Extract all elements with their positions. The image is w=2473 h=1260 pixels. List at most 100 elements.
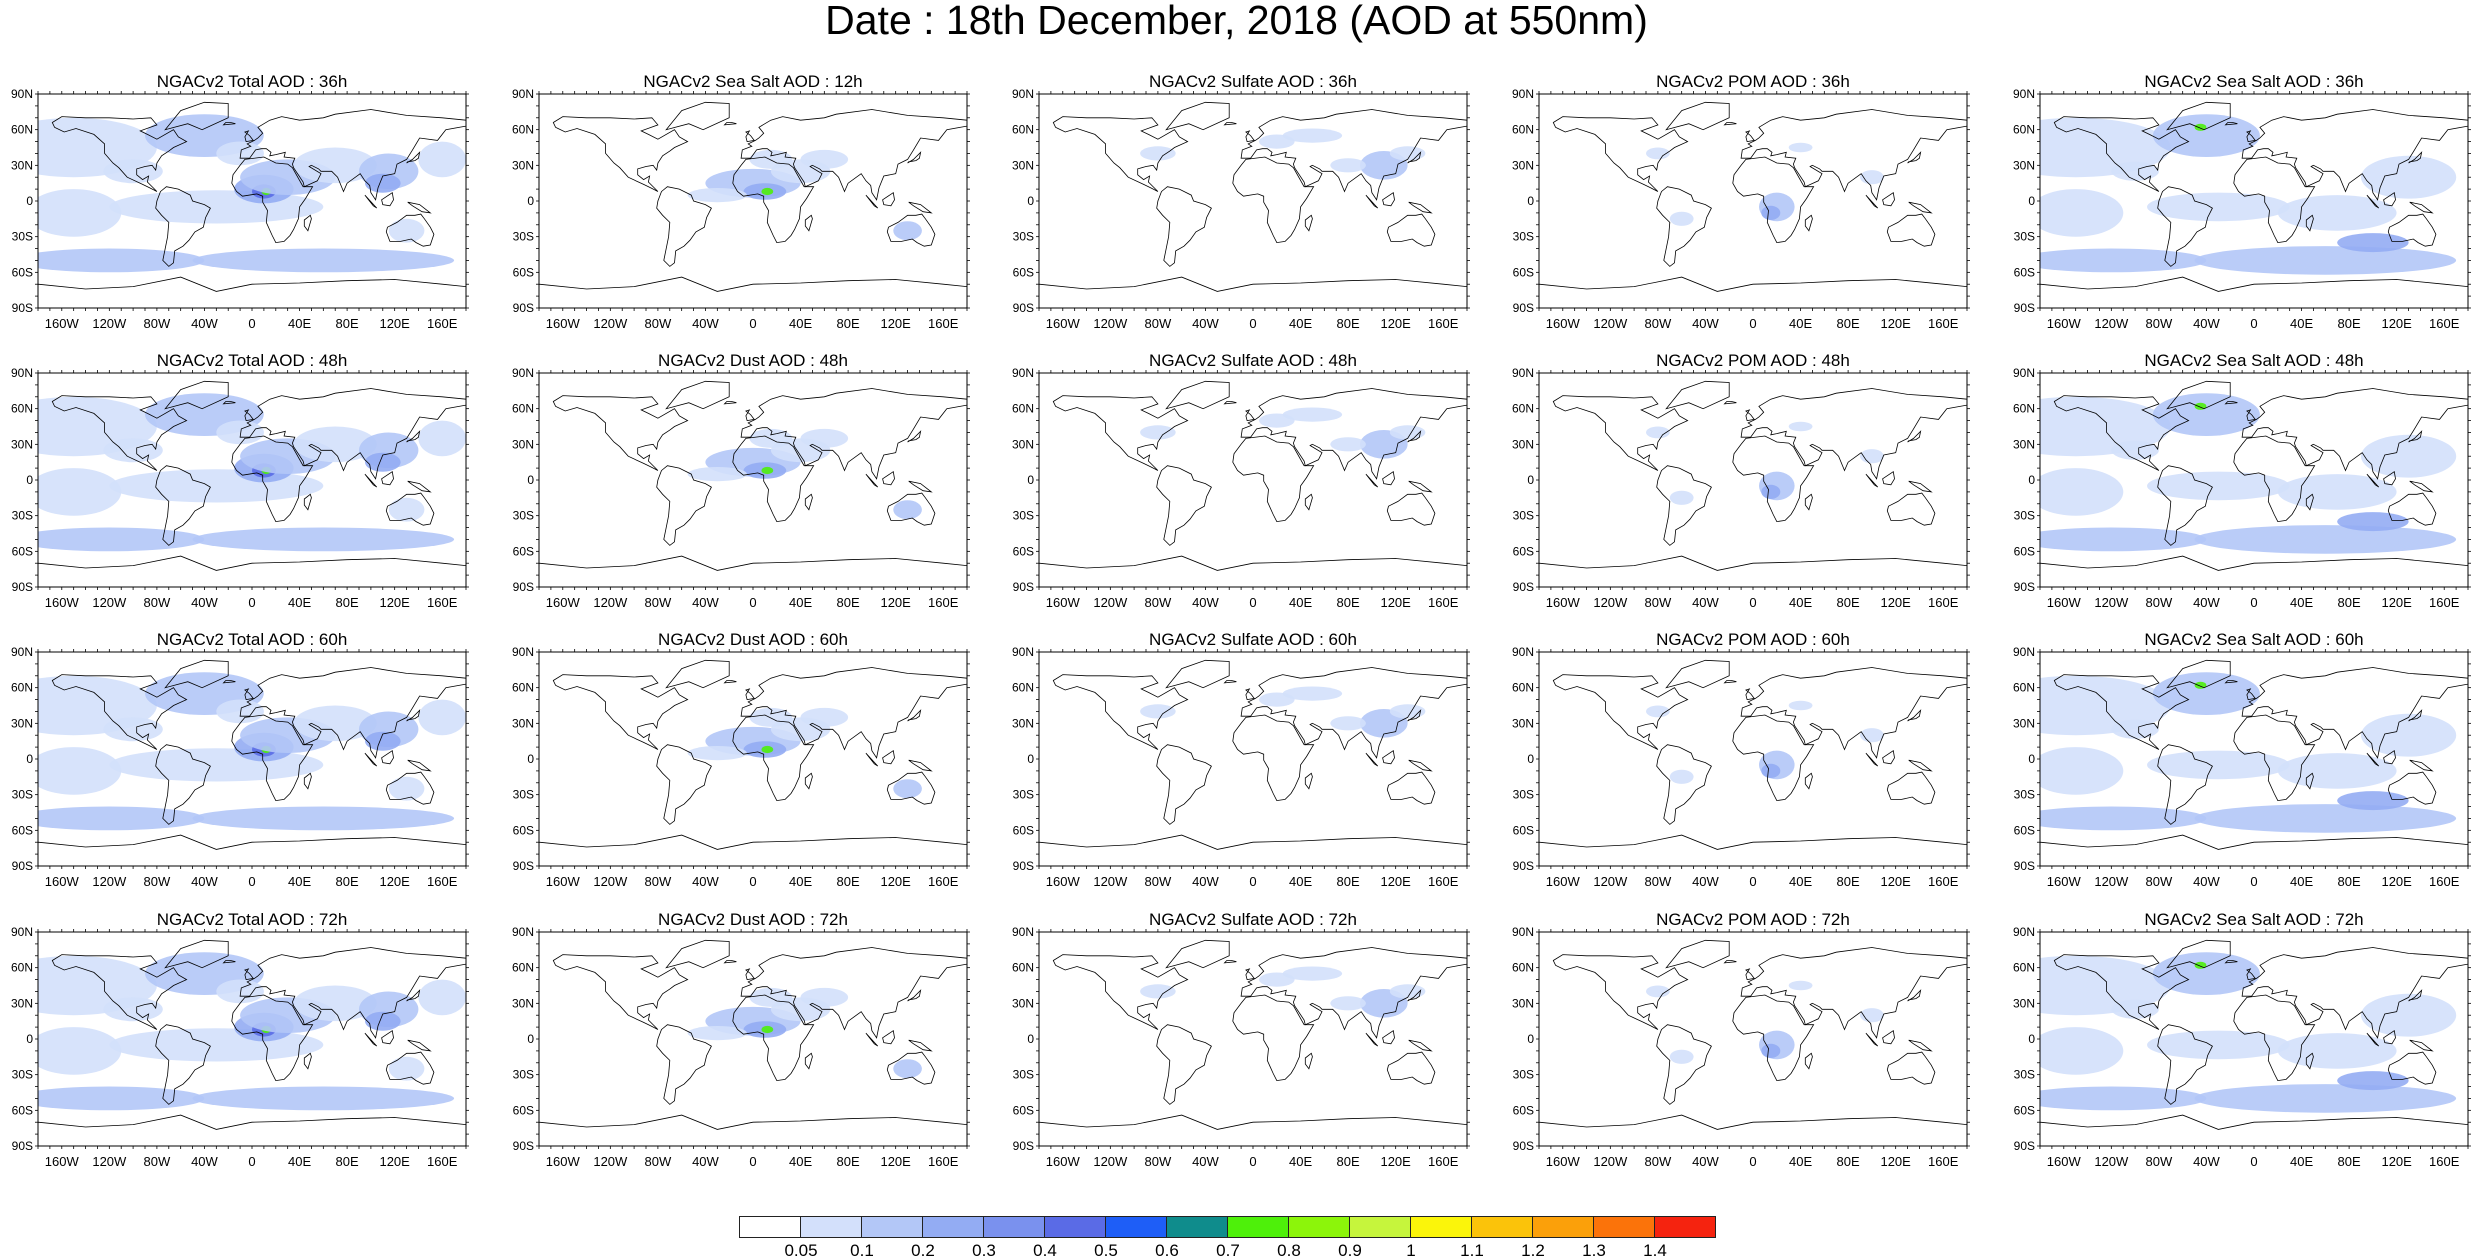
lat-tick-label: 60N <box>1012 123 1034 137</box>
coastline <box>2246 409 2256 422</box>
coastline <box>723 122 737 126</box>
lat-tick-label: 0 <box>527 473 534 487</box>
lat-tick-label: 60S <box>513 1103 534 1117</box>
aerosol-field <box>2040 806 2207 831</box>
map-panel: NGACv2 Sea Salt AOD : 72h 160W 120W 80W 40W 0… <box>2010 908 2473 1183</box>
lat-tick-label: 60S <box>1013 1103 1034 1117</box>
aerosol-field <box>2361 155 2457 199</box>
coastline <box>1304 493 1313 511</box>
coastline <box>1408 201 1433 214</box>
lat-tick-label: 0 <box>26 194 33 208</box>
coastline <box>1245 968 1255 981</box>
page-title: Date : 18th December, 2018 (AOD at 550nm… <box>825 0 1648 43</box>
aerosol-field <box>893 221 922 241</box>
coastline <box>2305 1052 2314 1070</box>
lon-tick-label: 160W <box>45 595 80 610</box>
coastline <box>381 192 394 207</box>
lon-tick-label: 160W <box>45 874 80 889</box>
coastline <box>1365 473 1379 488</box>
lat-tick-label: 30S <box>1513 1068 1534 1082</box>
coastline <box>1232 435 1315 523</box>
coastline <box>1156 465 1212 546</box>
coastline <box>740 667 967 759</box>
coastline <box>1156 1024 1212 1105</box>
coastline <box>1804 214 1813 232</box>
coastline <box>1882 750 1895 765</box>
coastline <box>539 1114 967 1146</box>
coastline <box>1407 989 1422 1002</box>
coastline <box>665 659 730 689</box>
lon-tick-label: 40W <box>191 316 218 331</box>
lon-tick-label: 120W <box>1093 316 1128 331</box>
map-panel: NGACv2 POM AOD : 72h 160W 120W 80W 40W 0 40E 80… <box>1509 908 1979 1183</box>
map-panel: NGACv2 Sea Salt AOD : 48h 160W 120W 80W 40W 0… <box>2010 349 2473 624</box>
coastline <box>2224 401 2238 405</box>
lat-tick-label: 30S <box>12 788 33 802</box>
lat-tick-label: 30S <box>12 230 33 244</box>
aerosol-field <box>2147 750 2290 780</box>
lon-tick-label: 160W <box>1546 316 1581 331</box>
aerosol-field <box>216 420 264 445</box>
lon-tick-label: 40E <box>288 1154 311 1169</box>
aerosol-field <box>2277 1033 2397 1069</box>
aerosol-field <box>365 731 401 751</box>
lat-tick-label: 60N <box>11 681 33 695</box>
coastline <box>364 473 378 488</box>
lon-tick-label: 120W <box>92 316 127 331</box>
lon-tick-label: 0 <box>2250 595 2257 610</box>
lat-tick-label: 30S <box>2014 509 2035 523</box>
aerosol-field <box>365 452 401 472</box>
lat-tick-label: 60N <box>2013 402 2035 416</box>
world-map: 160W 120W 80W 40W 0 40E 80E 120E 160E 90N 60N 30N 0 3… <box>1012 925 1470 1169</box>
lat-tick-label: 60S <box>513 265 534 279</box>
coastline <box>882 750 895 765</box>
lat-tick-label: 0 <box>527 752 534 766</box>
aerosol-field <box>749 149 793 169</box>
coastline <box>908 480 933 493</box>
coastline <box>665 939 730 969</box>
lat-tick-label: 60N <box>512 402 534 416</box>
lon-tick-label: 160W <box>2047 874 2082 889</box>
coastline <box>1539 1114 1967 1146</box>
aerosol-field <box>293 705 377 742</box>
lat-tick-label: 90N <box>1512 925 1534 939</box>
aerosol-field <box>893 779 922 799</box>
coastline <box>2157 1024 2213 1105</box>
lat-tick-label: 30S <box>1013 230 1034 244</box>
coastline <box>231 156 314 244</box>
lon-tick-label: 40E <box>789 1154 812 1169</box>
coastline <box>2387 492 2437 526</box>
coastline <box>2166 101 2231 131</box>
coastline <box>2166 939 2231 969</box>
lon-tick-label: 160W <box>546 316 581 331</box>
lon-tick-label: 160E <box>1928 1154 1959 1169</box>
world-map: 160W 120W 80W 40W 0 40E 80E 120E 160E 90N 60N 30N 0 3… <box>1512 87 1970 331</box>
world-map: 160W 120W 80W 40W 0 40E 80E 120E 160E 90N 60N 30N 0 3… <box>2013 87 2471 331</box>
lat-tick-label: 60N <box>11 402 33 416</box>
lon-tick-label: 80E <box>2338 1154 2361 1169</box>
aerosol-field <box>749 987 793 1007</box>
lon-tick-label: 0 <box>749 874 756 889</box>
coastline <box>1723 680 1737 684</box>
colorbar-label: 1.2 <box>1521 1241 1545 1260</box>
lon-tick-label: 160W <box>546 1154 581 1169</box>
coastline <box>1656 186 1712 267</box>
aerosol-field <box>1330 158 1366 173</box>
coastline <box>385 213 435 247</box>
coastline <box>1732 714 1815 802</box>
coastline <box>2366 473 2380 488</box>
coastline <box>740 947 967 1039</box>
lon-tick-label: 160W <box>2047 316 2082 331</box>
coastline <box>1304 214 1313 232</box>
coastline <box>882 192 895 207</box>
colorbar-swatch <box>1410 1216 1472 1238</box>
aerosol-field <box>2147 1030 2290 1060</box>
lon-tick-label: 120E <box>880 316 911 331</box>
coastline <box>2408 989 2423 1002</box>
lon-tick-label: 120E <box>2381 874 2412 889</box>
aerosol-field <box>38 527 205 552</box>
coastline <box>1365 194 1379 209</box>
colorbar-labels: 0.05 0.1 0.2 0.3 0.4 0.5 0.6 0.7 0.8 0.9 1 1.1 1.2 1.… <box>740 1242 1735 1260</box>
lon-tick-label: 80E <box>2338 595 2361 610</box>
lat-tick-label: 0 <box>26 1032 33 1046</box>
